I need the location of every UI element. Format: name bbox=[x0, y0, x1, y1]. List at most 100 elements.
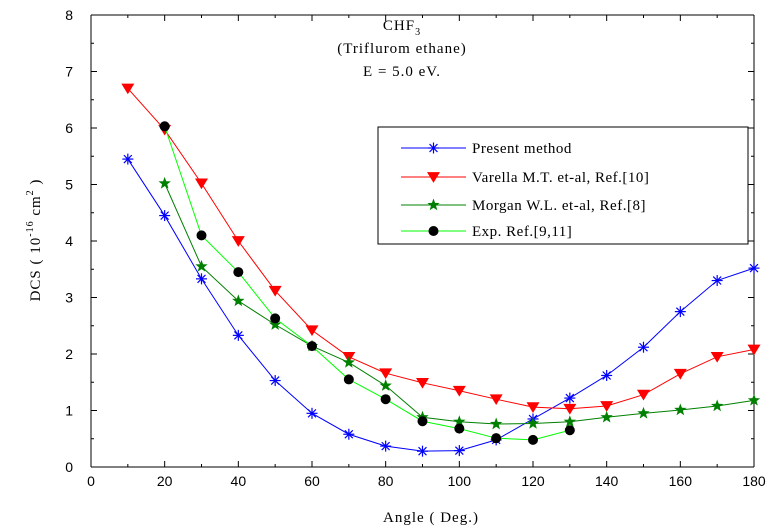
asterisk-marker bbox=[564, 392, 576, 404]
star-marker bbox=[427, 198, 440, 211]
star-marker bbox=[489, 417, 503, 430]
circle-marker bbox=[564, 425, 575, 436]
circle-marker bbox=[233, 267, 244, 278]
circle-marker bbox=[307, 341, 317, 352]
series-layer bbox=[121, 83, 761, 457]
y-tick-label: 4 bbox=[65, 233, 73, 249]
asterisk-marker bbox=[601, 369, 613, 381]
star-marker bbox=[600, 410, 613, 423]
legend-label: Varella M.T. et-al, Ref.[10] bbox=[472, 170, 649, 186]
legend-label: Present method bbox=[472, 141, 572, 157]
circle-marker bbox=[454, 423, 465, 434]
star-marker bbox=[710, 399, 724, 412]
star-marker bbox=[637, 406, 650, 419]
y-tick-label: 2 bbox=[65, 346, 73, 362]
asterisk-marker bbox=[122, 153, 134, 165]
star-marker bbox=[526, 417, 540, 429]
legend-entry: Exp. Ref.[9,11] bbox=[401, 224, 572, 240]
legend-label: Morgan W.L. et-al, Ref.[8] bbox=[472, 198, 646, 214]
star-marker bbox=[195, 259, 208, 272]
series-line bbox=[127, 88, 755, 410]
legend-label: Exp. Ref.[9,11] bbox=[472, 224, 572, 240]
legend-box bbox=[377, 126, 749, 245]
star-marker bbox=[268, 318, 282, 330]
star-marker bbox=[674, 403, 687, 416]
triangle-marker bbox=[747, 344, 761, 356]
star-marker bbox=[747, 393, 761, 406]
asterisk-marker bbox=[417, 445, 428, 457]
x-tick-label: 140 bbox=[595, 473, 619, 489]
series-line bbox=[164, 126, 570, 441]
circle-marker bbox=[417, 416, 428, 427]
asterisk-marker bbox=[674, 306, 686, 318]
star-marker bbox=[342, 355, 356, 368]
series-2 bbox=[121, 83, 761, 415]
x-axis-label: Angle ( Deg.) bbox=[383, 510, 479, 526]
triangle-marker bbox=[121, 83, 135, 95]
legend-entry: Morgan W.L. et-al, Ref.[8] bbox=[401, 198, 646, 214]
x-tick-label: 20 bbox=[157, 473, 173, 489]
asterisk-marker bbox=[638, 341, 649, 353]
y-tick-label: 7 bbox=[65, 64, 73, 80]
triangle-marker bbox=[416, 377, 429, 389]
asterisk-marker bbox=[232, 329, 244, 341]
y-tick-label: 5 bbox=[65, 177, 73, 193]
circle-marker bbox=[428, 226, 439, 236]
star-marker bbox=[453, 415, 466, 428]
y-tick-label: 8 bbox=[65, 7, 73, 23]
triangle-marker bbox=[195, 178, 208, 190]
star-marker bbox=[232, 294, 245, 307]
triangle-marker bbox=[600, 401, 614, 412]
circle-marker bbox=[343, 374, 354, 385]
asterisk-marker bbox=[343, 428, 355, 440]
y-tick-label: 1 bbox=[65, 403, 73, 419]
y-tick-label: 0 bbox=[65, 459, 73, 475]
asterisk-marker bbox=[196, 273, 207, 285]
triangle-marker bbox=[673, 368, 687, 380]
triangle-marker bbox=[563, 403, 577, 415]
circle-marker bbox=[528, 434, 538, 445]
y-axis-label: DCS ( 10-16 cm2 ) bbox=[25, 179, 44, 302]
asterisk-marker bbox=[453, 445, 465, 457]
asterisk-marker bbox=[711, 275, 723, 287]
x-tick-label: 40 bbox=[231, 473, 247, 489]
asterisk-marker bbox=[428, 142, 439, 154]
x-tick-label: 180 bbox=[742, 473, 766, 489]
triangle-marker bbox=[427, 172, 440, 183]
star-marker bbox=[563, 415, 577, 428]
asterisk-marker bbox=[306, 407, 318, 419]
chart-title-name: (Triflurom ethane) bbox=[337, 41, 467, 57]
asterisk-marker bbox=[748, 262, 760, 274]
y-tick-label: 3 bbox=[65, 290, 73, 306]
x-tick-label: 60 bbox=[304, 473, 320, 489]
legend-entry: Present method bbox=[401, 141, 572, 157]
asterisk-marker bbox=[380, 440, 392, 452]
series-line bbox=[127, 158, 755, 452]
triangle-marker bbox=[268, 285, 282, 297]
triangle-marker bbox=[379, 368, 393, 380]
triangle-marker bbox=[305, 325, 319, 337]
triangle-marker bbox=[452, 385, 466, 397]
star-marker bbox=[158, 176, 171, 189]
x-tick-label: 80 bbox=[378, 473, 394, 489]
y-tick-label: 6 bbox=[65, 120, 73, 136]
x-tick-label: 100 bbox=[448, 473, 472, 489]
asterisk-marker bbox=[159, 210, 171, 222]
circle-marker bbox=[196, 230, 207, 241]
triangle-marker bbox=[637, 389, 650, 401]
x-tick-label: 120 bbox=[521, 473, 545, 489]
x-tick-label: 160 bbox=[669, 473, 693, 489]
triangle-marker bbox=[710, 351, 724, 363]
triangle-marker bbox=[526, 402, 540, 413]
ticks: 0 20 40 60 80 100 120 140 160 180 0 1 2 3 4 5 6 7 8 bbox=[65, 7, 766, 489]
circle-marker bbox=[159, 121, 170, 132]
triangle-marker bbox=[489, 394, 503, 406]
legend-entry: Varella M.T. et-al, Ref.[10] bbox=[401, 170, 649, 186]
chart-title-formula: CHF3 bbox=[383, 18, 421, 38]
x-tick-label: 0 bbox=[87, 473, 95, 489]
series-4 bbox=[159, 121, 575, 445]
chart-title-energy: E = 5.0 eV. bbox=[363, 64, 441, 80]
star-marker bbox=[379, 379, 392, 391]
triangle-marker bbox=[231, 236, 245, 247]
